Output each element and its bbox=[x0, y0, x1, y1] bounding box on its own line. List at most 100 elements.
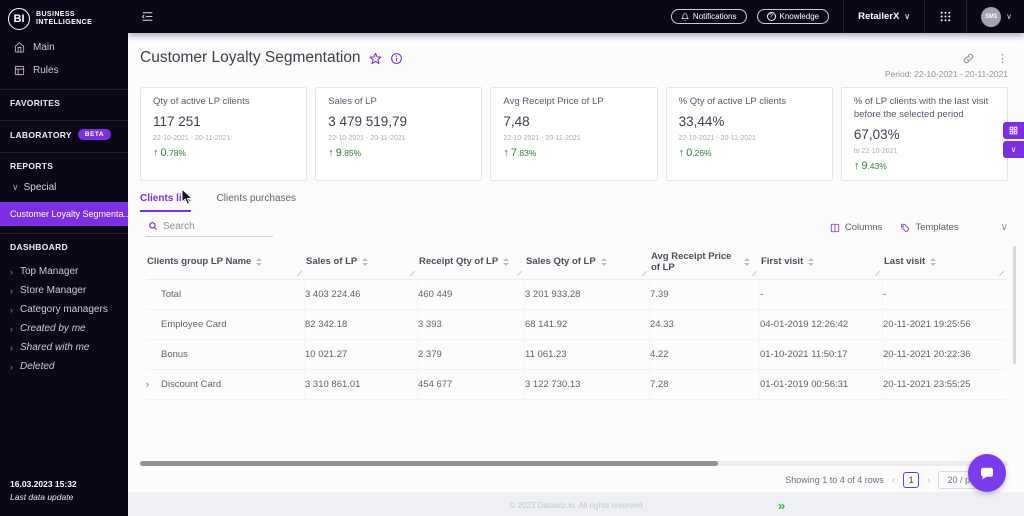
sort-icon[interactable] bbox=[600, 257, 607, 266]
cell: 7.28 bbox=[650, 369, 760, 400]
table-row-discount-card[interactable]: › Discount Card 3 310 861.01 454 677 3 122 7… bbox=[146, 369, 1008, 400]
user-menu[interactable]: SM1 ∨ bbox=[981, 6, 1012, 27]
bell-icon bbox=[680, 12, 689, 21]
notifications-button[interactable]: Notifications bbox=[670, 9, 747, 24]
chevron-right-icon: › bbox=[10, 342, 13, 353]
brand-logo[interactable]: BI BUSINESS INTELLIGENCE bbox=[0, 0, 128, 36]
topbar: Notifications ? Knowledge RetailerX ∨ SM… bbox=[128, 0, 1024, 33]
avatar: SM1 bbox=[981, 6, 1002, 27]
column-header-sales-qty-of-lp[interactable]: Sales Qty of LP bbox=[525, 245, 650, 280]
kpi-card-delta: ↑ 0.78% bbox=[153, 146, 186, 159]
footer: © 2023 Datawiz.io. All rights reserved » bbox=[128, 492, 1024, 516]
tab-clients-list[interactable]: Clients list bbox=[140, 193, 191, 212]
kpi-card-avg-receipt-price-of-lp: Avg Receipt Price of LP 7,48 22-10-2021 - … bbox=[490, 87, 658, 181]
kpi-card-value: 117 251 bbox=[153, 113, 201, 129]
cell: 20-11-2021 23:55:25 bbox=[883, 370, 1007, 400]
column-header-sales-of-lp[interactable]: Sales of LP bbox=[305, 245, 418, 280]
sort-icon[interactable] bbox=[503, 257, 510, 266]
last-data-update: 16.03.2023 15:32 Last data update bbox=[0, 469, 128, 516]
kpi-card-period: 22-10-2021 - 20-11-2021 bbox=[153, 134, 231, 142]
sidebar-item-store-manager[interactable]: › Store Manager bbox=[0, 281, 128, 300]
tab-clients-purchases[interactable]: Clients purchases bbox=[216, 192, 297, 204]
cell: 454 677 bbox=[418, 369, 525, 400]
knowledge-button[interactable]: ? Knowledge bbox=[756, 9, 830, 24]
info-icon[interactable] bbox=[390, 52, 403, 65]
cell: 01-10-2021 11:50:17 bbox=[760, 339, 883, 370]
sidebar-item-created-by-me[interactable]: › Created by me bbox=[0, 319, 128, 338]
page-title: Customer Loyalty Segmentation bbox=[140, 49, 361, 66]
collapse-panel-icon[interactable]: ∨ bbox=[1000, 222, 1008, 234]
chevron-right-icon: › bbox=[10, 323, 13, 334]
kpi-card-label: % of LP clients with the last visit befo… bbox=[853, 96, 989, 120]
share-link-icon[interactable] bbox=[962, 52, 975, 65]
sidebar-section-dashboard[interactable]: DASHBOARD bbox=[0, 233, 128, 257]
sidebar-item-category-managers[interactable]: › Category managers bbox=[0, 300, 128, 319]
next-page-icon[interactable]: › bbox=[927, 474, 931, 486]
sort-icon[interactable] bbox=[744, 257, 750, 266]
sort-icon[interactable] bbox=[808, 257, 815, 266]
sidebar-section-reports[interactable]: REPORTS bbox=[0, 152, 128, 176]
sort-icon[interactable] bbox=[930, 257, 937, 266]
sidebar-item-label: Deleted bbox=[20, 361, 55, 372]
sidebar-item-top-manager[interactable]: › Top Manager bbox=[0, 262, 128, 281]
column-header-receipt-qty-of-lp[interactable]: Receipt Qty of LP bbox=[418, 245, 525, 280]
last-update-label: Last data update bbox=[10, 492, 74, 502]
widgets-panel-button[interactable] bbox=[1003, 122, 1024, 139]
current-page-box[interactable]: 1 bbox=[903, 472, 920, 488]
sidebar-item-shared-with-me[interactable]: › Shared with me bbox=[0, 338, 128, 357]
column-header-last-visit[interactable]: Last visit bbox=[883, 245, 1007, 280]
apps-grid-button[interactable] bbox=[939, 10, 952, 23]
sidebar-item-main[interactable]: Main bbox=[0, 36, 128, 59]
horizontal-scrollbar[interactable] bbox=[140, 461, 1008, 466]
kpi-card-delta: ↑ 7.83% bbox=[503, 146, 537, 159]
sidebar-item-deleted[interactable]: › Deleted bbox=[0, 357, 128, 376]
sidebar-item-label: Category managers bbox=[20, 304, 108, 315]
cell: 10 021.27 bbox=[305, 339, 418, 370]
sidebar-item-rules[interactable]: Rules bbox=[0, 59, 128, 82]
cell: 20-11-2021 20:22:36 bbox=[883, 340, 1007, 370]
kpi-card-period: 22-10-2021 - 20-11-2021 bbox=[678, 134, 756, 142]
sidebar-item-customer-loyalty-segmentation[interactable]: Customer Loyalty Segmenta... bbox=[0, 202, 128, 226]
cell: 3 122 730.13 bbox=[525, 369, 650, 400]
topbar-divider bbox=[843, 0, 845, 33]
question-icon: ? bbox=[766, 12, 776, 21]
collapse-cards-button[interactable]: ∨ bbox=[1003, 141, 1024, 158]
favorite-star-icon[interactable] bbox=[369, 52, 382, 65]
sidebar-item-special[interactable]: ∨ Special bbox=[0, 176, 128, 196]
sidebar: BI BUSINESS INTELLIGENCE Main Rules FAVO… bbox=[0, 0, 128, 516]
sidebar-section-favorites[interactable]: FAVORITES bbox=[0, 89, 128, 113]
columns-button[interactable]: Columns bbox=[830, 222, 882, 233]
collapse-sidebar-button[interactable] bbox=[140, 10, 155, 23]
more-options-icon[interactable]: ⋮ bbox=[997, 52, 1008, 65]
column-header-clients-group-lp-name[interactable]: Clients group LP Name bbox=[146, 245, 305, 280]
prev-page-icon[interactable]: ‹ bbox=[891, 474, 896, 486]
column-header-avg-receipt-price-of-lp[interactable]: Avg Receipt Price of LP bbox=[650, 245, 760, 280]
cell: - bbox=[883, 280, 1007, 310]
table-tools: Columns Templates ∨ bbox=[830, 222, 1008, 233]
search-box[interactable] bbox=[146, 219, 273, 237]
templates-button[interactable]: Templates bbox=[900, 222, 959, 233]
organization-selector[interactable]: RetailerX ∨ bbox=[858, 11, 911, 22]
column-header-first-visit[interactable]: First visit bbox=[760, 245, 883, 280]
search-input[interactable] bbox=[163, 220, 263, 232]
expand-row-icon[interactable]: › bbox=[146, 379, 149, 390]
kpi-card-label: Sales of LP bbox=[328, 96, 377, 107]
beta-badge: BETA bbox=[77, 129, 112, 140]
kpi-cards: Qty of active LP clients 117 251 22-10-202… bbox=[140, 87, 1009, 181]
chevron-down-icon: ∨ bbox=[1006, 12, 1012, 21]
vertical-scrollbar[interactable] bbox=[1013, 246, 1016, 364]
sort-icon[interactable] bbox=[362, 257, 369, 266]
horizontal-scrollbar-thumb[interactable] bbox=[140, 461, 718, 466]
cell: - bbox=[760, 279, 883, 310]
chevron-right-icon: › bbox=[10, 266, 13, 277]
cell: 2 379 bbox=[418, 339, 525, 370]
chat-fab-button[interactable] bbox=[968, 454, 1006, 492]
kpi-card-delta: ↑ 0.26% bbox=[678, 146, 712, 159]
hamburger-icon bbox=[141, 12, 153, 21]
sort-icon[interactable] bbox=[256, 257, 263, 266]
sidebar-section-laboratory[interactable]: LABORATORY BETA bbox=[0, 120, 128, 145]
